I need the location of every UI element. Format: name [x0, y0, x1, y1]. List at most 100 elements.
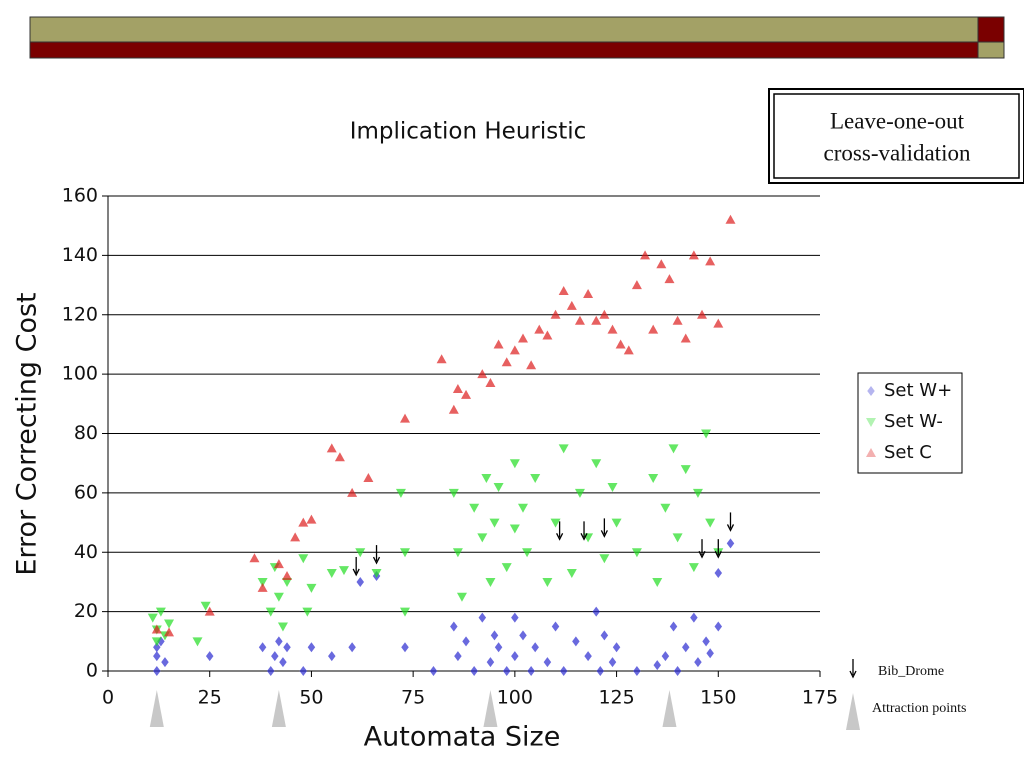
point — [527, 666, 535, 676]
legend-attraction — [846, 693, 860, 730]
x-tick-label: 125 — [598, 687, 634, 709]
point — [660, 503, 671, 513]
annotation: Attraction points — [872, 701, 967, 716]
bib-drome-arrow-head — [556, 533, 564, 541]
point — [517, 333, 528, 343]
point — [615, 339, 626, 349]
point — [462, 636, 470, 647]
point — [299, 666, 308, 676]
point — [559, 666, 568, 676]
chart-title: Implication Heuristic — [350, 119, 587, 145]
point — [648, 474, 659, 484]
point — [511, 651, 519, 662]
point — [680, 465, 691, 475]
point — [164, 619, 175, 629]
bib-drome-arrow-head — [698, 550, 706, 559]
point — [265, 607, 276, 617]
note-text: Leave-one-out — [830, 108, 965, 133]
point — [599, 554, 610, 564]
point — [275, 636, 283, 647]
x-tick-label: 150 — [700, 687, 736, 709]
point — [611, 518, 622, 528]
legend-label: Set W+ — [884, 380, 952, 401]
point — [298, 554, 309, 564]
point — [530, 474, 541, 484]
legend-box — [857, 372, 963, 474]
point — [273, 592, 284, 602]
x-tick-label: 175 — [802, 687, 838, 709]
point — [282, 571, 293, 580]
point — [551, 621, 560, 632]
point — [661, 651, 670, 662]
point — [200, 601, 211, 611]
point — [454, 651, 462, 662]
point — [429, 666, 438, 676]
point — [452, 383, 463, 393]
attraction-point — [271, 690, 286, 727]
point — [608, 657, 617, 668]
point — [509, 524, 520, 534]
legend-label: Set C — [884, 442, 932, 463]
point — [258, 642, 267, 653]
annotation: Bib_Drome — [878, 664, 944, 679]
point — [400, 413, 411, 423]
point — [607, 324, 618, 334]
point — [697, 309, 708, 319]
point — [400, 548, 411, 558]
y-tick-label: 100 — [62, 363, 98, 385]
x-axis-label: Automata Size — [364, 722, 561, 753]
x-tick-label: 50 — [299, 687, 323, 709]
point — [502, 666, 511, 676]
point — [493, 339, 504, 349]
point — [153, 666, 161, 676]
point — [298, 517, 309, 527]
point — [161, 657, 169, 668]
point — [469, 503, 480, 513]
point — [485, 577, 496, 587]
point — [542, 577, 553, 587]
point — [486, 657, 495, 668]
point — [583, 288, 594, 298]
point — [490, 630, 499, 641]
point — [326, 443, 337, 453]
point — [266, 666, 275, 676]
point — [600, 630, 609, 641]
attraction-point — [483, 690, 498, 727]
point — [680, 333, 691, 343]
note-text: cross-validation — [824, 140, 971, 165]
bib-drome-arrow-head — [372, 556, 381, 565]
point — [205, 651, 214, 662]
point — [334, 452, 345, 462]
point — [338, 566, 349, 576]
point — [450, 621, 458, 632]
point — [456, 592, 467, 602]
point — [153, 642, 161, 653]
point — [400, 607, 411, 617]
point — [725, 214, 736, 224]
legend-icon — [866, 418, 876, 427]
y-tick-label: 40 — [74, 541, 98, 563]
point — [277, 622, 288, 632]
point — [328, 651, 336, 662]
point — [558, 444, 569, 454]
point — [706, 648, 714, 659]
point — [306, 583, 317, 593]
point — [271, 651, 279, 662]
point — [448, 488, 459, 498]
header-bar — [29, 16, 979, 43]
point — [501, 357, 512, 367]
point — [151, 637, 162, 647]
point — [550, 518, 561, 528]
point — [534, 324, 545, 334]
y-tick-label: 120 — [62, 303, 98, 325]
point — [692, 488, 703, 498]
point — [592, 606, 600, 617]
point — [395, 488, 406, 498]
point — [607, 482, 618, 492]
point — [485, 378, 496, 388]
point — [714, 568, 723, 579]
point — [257, 582, 268, 592]
point — [566, 300, 577, 310]
point — [511, 612, 519, 623]
point — [631, 280, 642, 290]
